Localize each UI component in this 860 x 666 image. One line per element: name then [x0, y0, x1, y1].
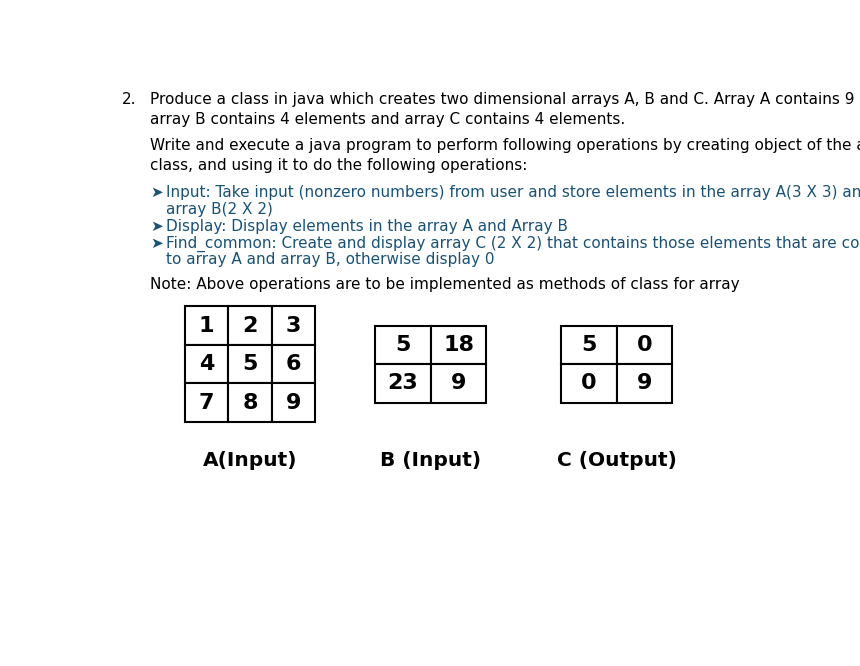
Text: 4: 4	[199, 354, 214, 374]
Text: 18: 18	[443, 335, 474, 355]
Text: to array A and array B, otherwise display 0: to array A and array B, otherwise displa…	[166, 252, 494, 268]
Bar	[185, 384, 229, 422]
Bar	[561, 364, 617, 402]
Bar	[272, 345, 316, 384]
Text: Find_common: Create and display array C (2 X 2) that contains those elements tha: Find_common: Create and display array C …	[166, 236, 860, 252]
Text: class, and using it to do the following operations:: class, and using it to do the following …	[150, 159, 527, 173]
Text: array B contains 4 elements and array C contains 4 elements.: array B contains 4 elements and array C …	[150, 113, 625, 127]
Text: 2: 2	[243, 316, 258, 336]
Text: Note: Above operations are to be implemented as methods of class for array: Note: Above operations are to be impleme…	[150, 277, 740, 292]
Text: Input: Take input (nonzero numbers) from user and store elements in the array A(: Input: Take input (nonzero numbers) from…	[166, 184, 860, 200]
Text: Write and execute a java program to perform following operations by creating obj: Write and execute a java program to perf…	[150, 139, 860, 153]
Bar	[431, 326, 487, 364]
Text: ➤: ➤	[150, 218, 163, 234]
Bar	[229, 306, 272, 345]
Text: A(Input): A(Input)	[203, 451, 298, 470]
Text: 9: 9	[637, 374, 652, 394]
Bar	[375, 326, 431, 364]
Text: Display: Display elements in the array A and Array B: Display: Display elements in the array A…	[166, 218, 568, 234]
Text: 9: 9	[286, 392, 301, 412]
Text: 5: 5	[581, 335, 597, 355]
Bar	[617, 364, 673, 402]
Bar	[185, 306, 229, 345]
Bar	[617, 326, 673, 364]
Bar	[431, 364, 487, 402]
Text: 9: 9	[451, 374, 466, 394]
Text: 5: 5	[243, 354, 258, 374]
Text: B (Input): B (Input)	[380, 451, 482, 470]
Text: 3: 3	[286, 316, 301, 336]
Bar	[272, 384, 316, 422]
Text: ➤: ➤	[150, 236, 163, 250]
Text: Produce a class in java which creates two dimensional arrays A, B and C. Array A: Produce a class in java which creates tw…	[150, 92, 860, 107]
Text: 6: 6	[286, 354, 301, 374]
Text: 0: 0	[636, 335, 653, 355]
Text: 5: 5	[395, 335, 410, 355]
Text: 23: 23	[387, 374, 418, 394]
Text: ➤: ➤	[150, 184, 163, 200]
Text: array B(2 X 2): array B(2 X 2)	[166, 202, 273, 216]
Bar	[375, 364, 431, 402]
Bar	[185, 345, 229, 384]
Text: 8: 8	[243, 392, 258, 412]
Text: 1: 1	[199, 316, 214, 336]
Text: C (Output): C (Output)	[556, 451, 677, 470]
Bar	[229, 384, 272, 422]
Bar	[272, 306, 316, 345]
Text: 2.: 2.	[121, 92, 136, 107]
Bar	[561, 326, 617, 364]
Text: 7: 7	[199, 392, 214, 412]
Text: 0: 0	[581, 374, 597, 394]
Bar	[229, 345, 272, 384]
